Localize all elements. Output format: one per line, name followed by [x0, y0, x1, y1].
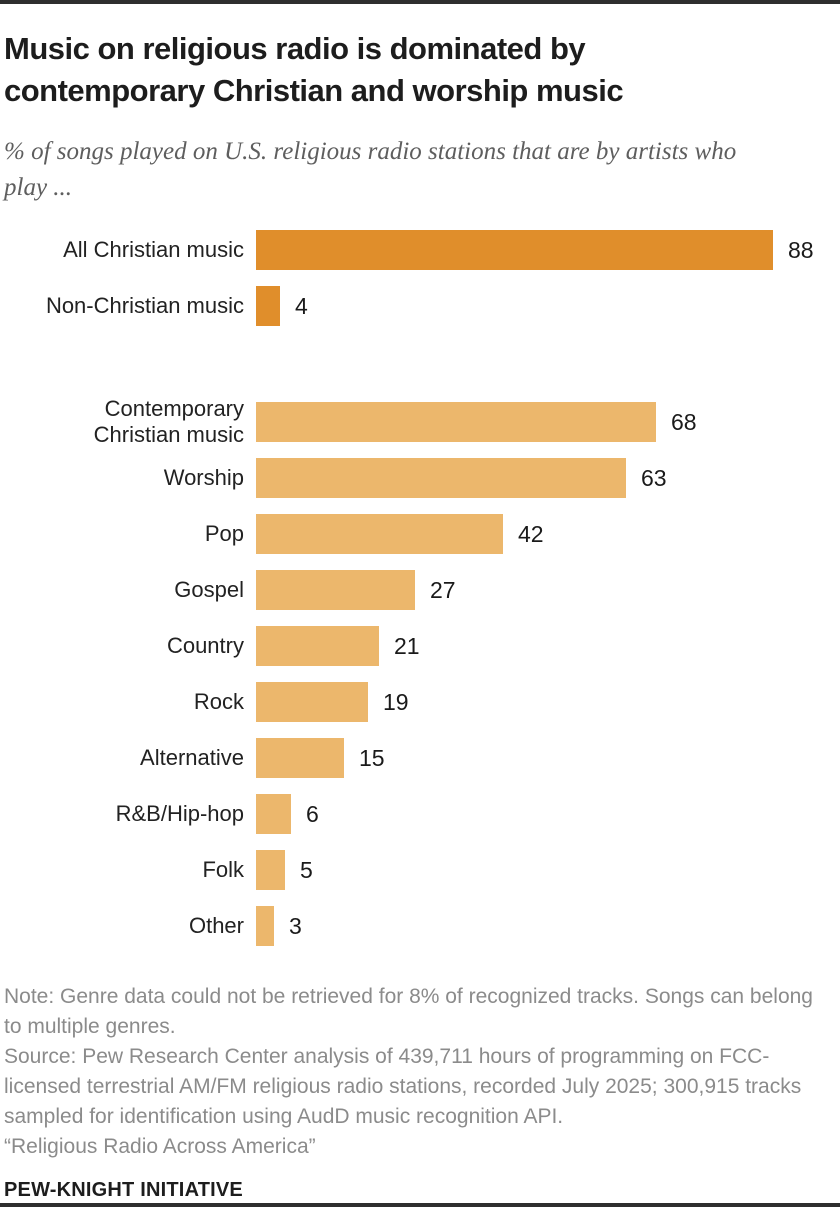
bar-track: 3 [256, 906, 834, 946]
bar [256, 230, 773, 270]
bar [256, 458, 626, 498]
bar-label: Gospel [174, 577, 244, 602]
bar-group-genres: Contemporary Christian music 68 Worship 63 P… [4, 394, 834, 954]
bar-label: Alternative [140, 745, 244, 770]
chart-subtitle: % of songs played on U.S. religious radi… [4, 138, 737, 201]
bar-row: Pop 42 [4, 506, 834, 562]
bar-value: 63 [641, 464, 667, 491]
bar [256, 514, 503, 554]
bar-label: Non-Christian music [45, 293, 244, 318]
bar-track: 6 [256, 794, 834, 834]
bar-value: 27 [430, 576, 456, 603]
bar-row: Gospel 27 [4, 562, 834, 618]
bar-track: 42 [256, 514, 834, 554]
bar-track: 21 [256, 626, 834, 666]
bar-row: Worship 63 [4, 450, 834, 506]
bar-label: Other [188, 913, 244, 938]
bar-row: Folk 5 [4, 842, 834, 898]
bar [256, 906, 274, 946]
bar-value: 4 [295, 292, 308, 319]
bar-row: Contemporary Christian music 68 [4, 394, 834, 450]
bar [256, 570, 415, 610]
bar [256, 794, 291, 834]
bar [256, 738, 344, 778]
bar-row: R&B/Hip-hop 6 [4, 786, 834, 842]
bar [256, 850, 285, 890]
footnotes: Note: Genre data could not be retrieved … [4, 982, 834, 1162]
report-title: “Religious Radio Across America” [4, 1135, 316, 1158]
bar-value: 68 [671, 408, 697, 435]
bar-label: Rock [193, 689, 244, 714]
bar-value: 6 [306, 800, 319, 827]
bar-track: 27 [256, 570, 834, 610]
bar-track: 88 [256, 230, 834, 270]
bar-track: 15 [256, 738, 834, 778]
bar-track: 19 [256, 682, 834, 722]
bar-track: 63 [256, 458, 834, 498]
source-text: Source: Pew Research Center analysis of … [4, 1045, 802, 1128]
bar-value: 15 [359, 744, 385, 771]
bar-label: Worship [163, 465, 244, 490]
bar-track: 5 [256, 850, 834, 890]
bar-value: 5 [300, 856, 313, 883]
bar-row: Rock 19 [4, 674, 834, 730]
bar-label: All Christian music [63, 237, 244, 262]
bar-row: Alternative 15 [4, 730, 834, 786]
bar-value: 42 [518, 520, 544, 547]
bar-value: 21 [394, 632, 420, 659]
bar-row: Country 21 [4, 618, 834, 674]
bar-label: R&B/Hip-hop [115, 801, 244, 826]
bar-track: 4 [256, 286, 834, 326]
top-rule [0, 0, 840, 4]
page-title: Music on religious radio is dominated by… [4, 31, 624, 108]
bar-label: Country [166, 633, 244, 658]
bar-chart: All Christian music 88 Non-Christian music… [4, 222, 834, 954]
bar-label: Folk [202, 857, 244, 882]
bar [256, 626, 379, 666]
bar [256, 286, 280, 326]
bar-value: 88 [788, 236, 814, 263]
bar-row: Other 3 [4, 898, 834, 954]
bar [256, 682, 368, 722]
bottom-rule [0, 1203, 840, 1207]
bar-value: 19 [383, 688, 409, 715]
bar-row: All Christian music 88 [4, 222, 834, 278]
note-text: Note: Genre data could not be retrieved … [4, 985, 813, 1038]
bar-label: Contemporary Christian music [93, 396, 244, 447]
bar-row: Non-Christian music 4 [4, 278, 834, 334]
bar-label: Pop [204, 521, 244, 546]
bar-group-overall: All Christian music 88 Non-Christian music… [4, 222, 834, 334]
brand-footer: PEW-KNIGHT INITIATIVE [4, 1179, 243, 1201]
bar-value: 3 [289, 912, 302, 939]
bar [256, 402, 656, 442]
bar-track: 68 [256, 402, 834, 442]
